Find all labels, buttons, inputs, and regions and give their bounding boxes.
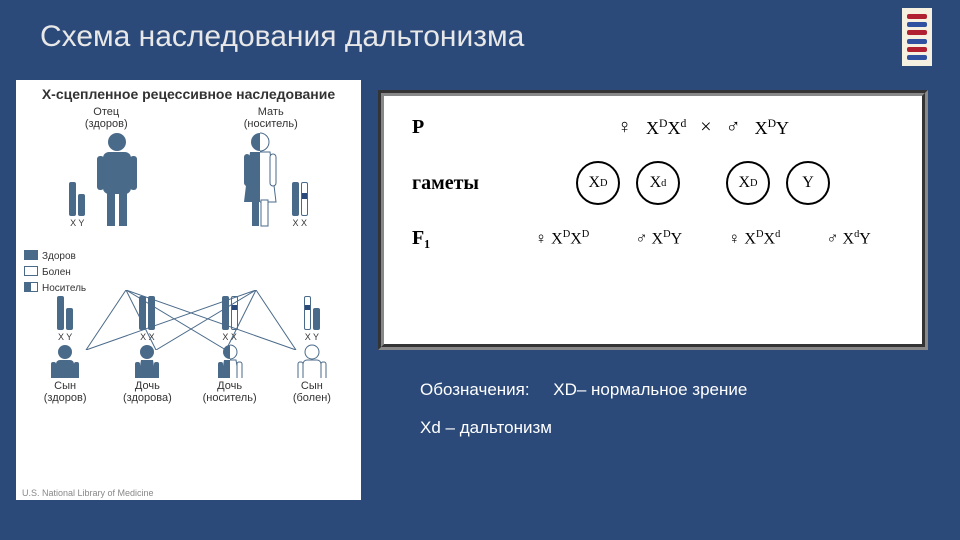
- female-symbol: ♀: [617, 116, 632, 139]
- chrom-xx-label: X X: [292, 218, 308, 228]
- chrom-x-icon: [69, 182, 76, 216]
- inheritance-heading: Х-сцепленное рецессивное наследование: [24, 86, 353, 102]
- f1-offspring: ♀ XDXd: [728, 229, 780, 248]
- chrom-y-icon: [78, 194, 85, 216]
- gamete-circle: XD: [576, 161, 620, 205]
- cross-lines-icon: [76, 290, 316, 350]
- male-symbol: ♂: [726, 116, 741, 139]
- father-label: Отец: [93, 106, 119, 118]
- credit: U.S. National Library of Medicine: [22, 488, 154, 498]
- cross-symbol: ×: [700, 116, 711, 139]
- mother-figure-icon: [234, 132, 286, 228]
- legend-affected: Болен: [42, 267, 71, 278]
- gamete-circle: Xd: [636, 161, 680, 205]
- inheritance-panel: Х-сцепленное рецессивное наследование От…: [16, 80, 361, 500]
- father-figure-icon: [91, 132, 143, 228]
- f1-offspring: ♂ XDY: [636, 229, 683, 248]
- father-sublabel: (здоров): [85, 118, 128, 130]
- row-label-g: гаметы: [412, 172, 512, 195]
- dna-icon: [902, 8, 932, 66]
- p-female-geno: XDXd: [646, 117, 686, 139]
- notes-label: Обозначения:: [420, 380, 530, 399]
- chrom-x-icon: [292, 182, 299, 216]
- notes-xd-normal: XD– нормальное зрение: [553, 380, 747, 399]
- legend-healthy: Здоров: [42, 251, 76, 262]
- mother-column: Мать (носитель): [234, 106, 308, 236]
- father-column: Отец (здоров) X Y: [69, 106, 143, 236]
- notes-xd-daltonism: Xd – дальтонизм: [420, 418, 920, 438]
- chrom-x-carrier-icon: [301, 182, 308, 216]
- p-male-geno: XDY: [755, 117, 789, 139]
- row-label-p: P: [412, 116, 512, 139]
- page-title: Схема наследования дальтонизма: [40, 20, 524, 54]
- gamete-circle: Y: [786, 161, 830, 205]
- mother-label: Мать: [258, 106, 284, 118]
- gamete-circle: XD: [726, 161, 770, 205]
- f1-offspring: ♂ XdY: [827, 229, 871, 248]
- chrom-xy-label: X Y: [69, 218, 85, 228]
- cross-panel: P ♀ XDXd × ♂ XDY гаметы XDXdXDY F₁ ♀ XDX…: [378, 90, 928, 350]
- f1-offspring: ♀ XDXD: [535, 229, 589, 248]
- legend-notes: Обозначения: XD– нормальное зрение Xd – …: [420, 380, 920, 456]
- mother-sublabel: (носитель): [244, 118, 298, 130]
- row-label-f: F₁: [412, 227, 512, 250]
